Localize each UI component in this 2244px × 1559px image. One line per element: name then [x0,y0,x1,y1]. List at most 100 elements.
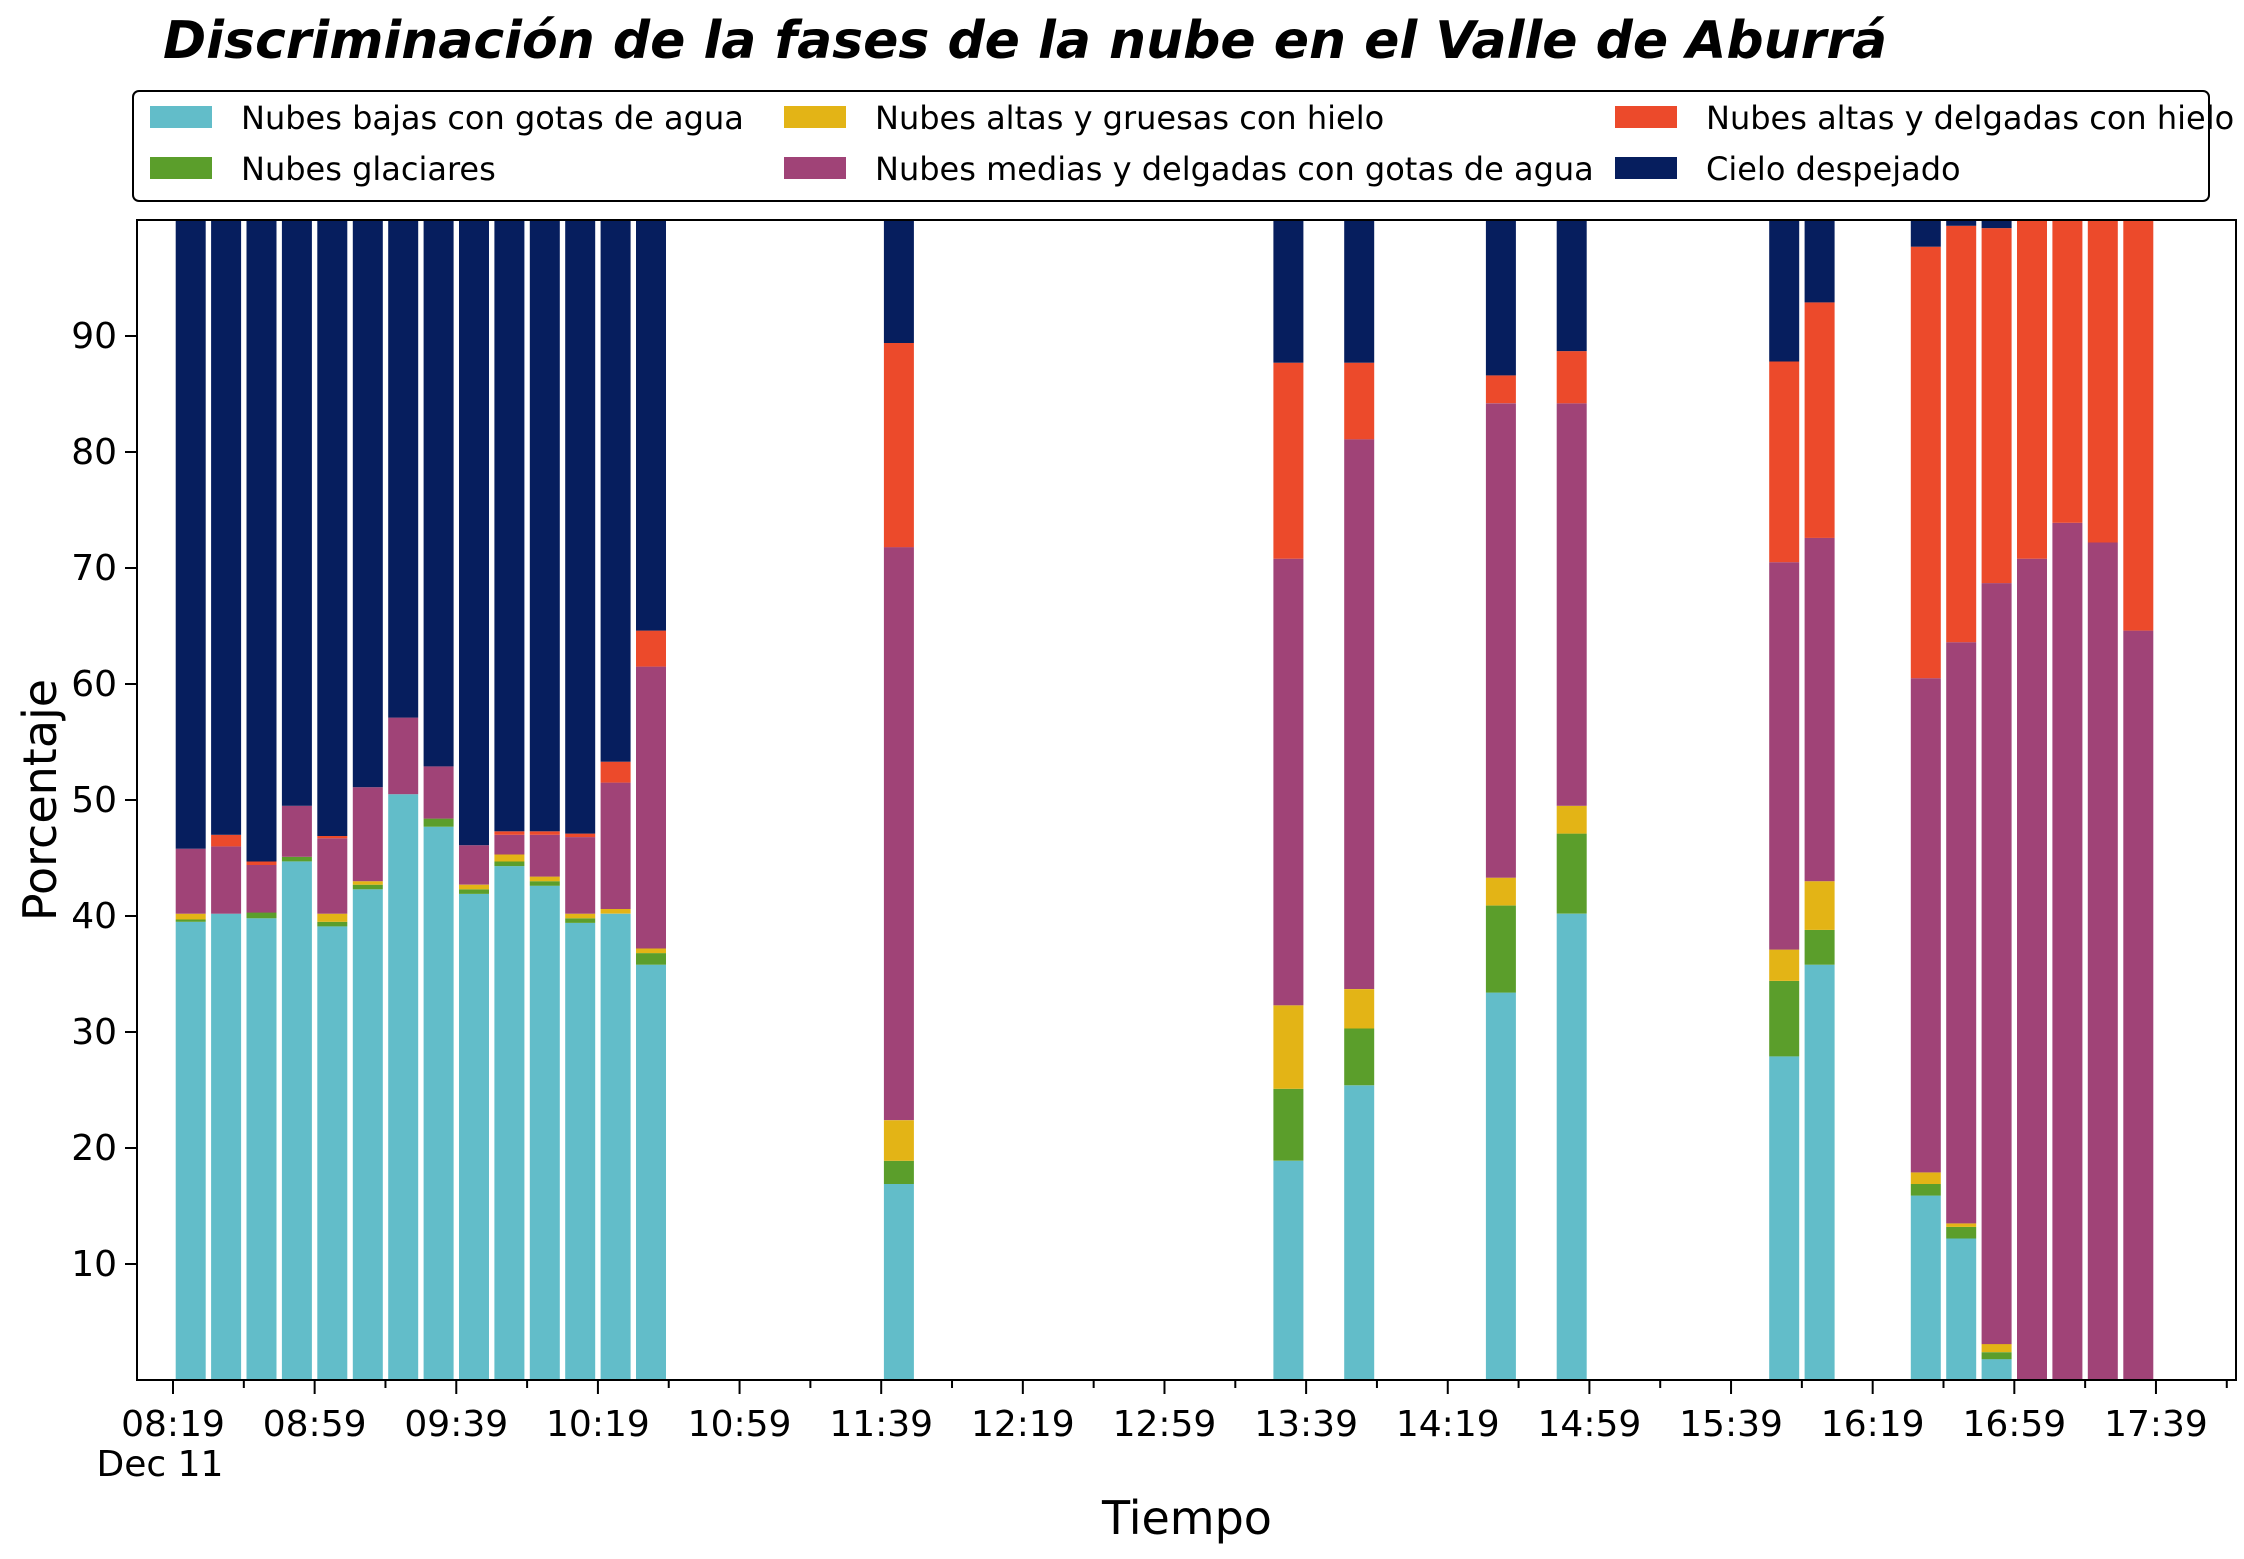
legend-label: Nubes bajas con gotas de agua [241,99,744,137]
bar-segment [1804,964,1835,1380]
bar-segment [636,948,666,954]
bar-segment [600,220,631,762]
legend-label: Nubes glaciares [241,150,496,188]
x-tick-label: 14:59 [1538,1404,1642,1445]
bar-segment [494,831,525,835]
bar-segment [1769,220,1800,362]
bar-segment [1804,302,1835,538]
legend-label: Nubes altas y gruesas con hielo [875,99,1384,137]
y-tick-label: 20 [71,1128,117,1169]
bar-segment [529,876,560,882]
bar-segment [1946,1238,1977,1380]
legend-item: Nubes medias y delgadas con gotas de agu… [784,150,1594,188]
y-tick-label: 40 [71,896,117,937]
chart-title: Discriminación de la fases de la nube en… [163,11,1887,71]
bar-segment [636,964,666,1380]
bar-segment [388,794,419,1380]
bar-segment [1273,220,1304,363]
bar-segment [281,220,312,806]
bar-segment [494,854,525,862]
bar-segment [1981,1359,2012,1380]
bar-segment [246,220,277,862]
legend-frame [132,90,2210,202]
bar-segment [459,845,489,885]
bar-segment [175,921,206,1380]
bar-segment [883,220,914,343]
bar-segment [1273,1160,1304,1380]
bar-segment [211,846,242,914]
bar-segment [281,805,312,857]
bar-segment [423,766,454,819]
bar-segment [1556,220,1587,352]
legend-label: Nubes medias y delgadas con gotas de agu… [875,150,1594,188]
x-tick-label: 14:19 [1396,1404,1500,1445]
bar-segment [636,953,666,965]
x-tick-label: 08:59 [263,1404,367,1445]
bar-segment [1981,583,2012,1345]
bar-segment [423,818,454,827]
bar-segment [1485,220,1516,376]
x-tick-label: 12:19 [971,1404,1075,1445]
bar-segment [1556,403,1587,806]
bar-segment [2017,220,2047,559]
legend-swatch [150,106,212,128]
x-tick-label: 10:19 [546,1404,650,1445]
bar-segment [529,220,560,832]
legend-swatch [1615,157,1677,179]
bar-segment [175,220,206,849]
bar-segment [1804,929,1835,965]
bar-segment [883,1120,914,1161]
bar-segment [1556,351,1587,404]
bar-segment [1946,220,1977,226]
bar-segment [1981,220,2012,229]
x-tick-label: 11:39 [829,1404,933,1445]
y-tick-label: 60 [71,664,117,705]
legend-item: Nubes glaciares [150,150,496,188]
y-tick-label: 70 [71,548,117,589]
bar-segment [317,838,348,914]
bar-segment [1910,678,1941,1173]
bar-segment [565,923,596,1380]
bars-group [175,220,2154,1380]
bar-segment [636,666,666,949]
bar-segment [1946,642,1977,1224]
bar-segment [883,1184,914,1380]
bar-segment [1556,833,1587,914]
legend-label: Cielo despejado [1706,150,1961,188]
x-tick-label: 10:59 [688,1404,792,1445]
bar-segment [1910,1172,1941,1184]
bar-segment [494,220,525,832]
y-tick-label: 90 [71,316,117,357]
bar-segment [1910,220,1941,247]
bar-segment [1344,220,1375,363]
bar-segment [1485,992,1516,1380]
x-tick-label: 15:39 [1679,1404,1783,1445]
bar-segment [317,913,348,922]
bar-segment [1273,362,1304,559]
legend-label: Nubes altas y delgadas con hielo [1706,99,2234,137]
bar-segment [1344,989,1375,1029]
bar-segment [1946,1223,1977,1227]
bar-segment [1556,913,1587,1380]
bar-segment [388,717,419,795]
bar-segment [1910,246,1941,679]
bar-segment [1485,375,1516,404]
bar-segment [529,881,560,886]
bar-segment [1981,1344,2012,1353]
bar-segment [1804,220,1835,303]
bar-segment [2123,630,2154,1380]
x-tick-label: 16:19 [1821,1404,1925,1445]
bar-segment [529,885,560,1380]
bar-segment [388,220,419,718]
legend-item: Nubes bajas con gotas de agua [150,99,744,137]
bar-segment [352,787,383,882]
bar-segment [211,913,242,1380]
legend-swatch [784,157,846,179]
bar-segment [1769,562,1800,950]
bar-segment [1910,1184,1941,1196]
bar-segment [883,547,914,1121]
x-tick-label: 09:39 [404,1404,508,1445]
bar-segment [1804,537,1835,882]
x-axis: 08:19 08:59 09:39 10:19 10:59 11:39 12:19 12:59… [121,1380,2228,1445]
bar-segment [1344,1085,1375,1380]
